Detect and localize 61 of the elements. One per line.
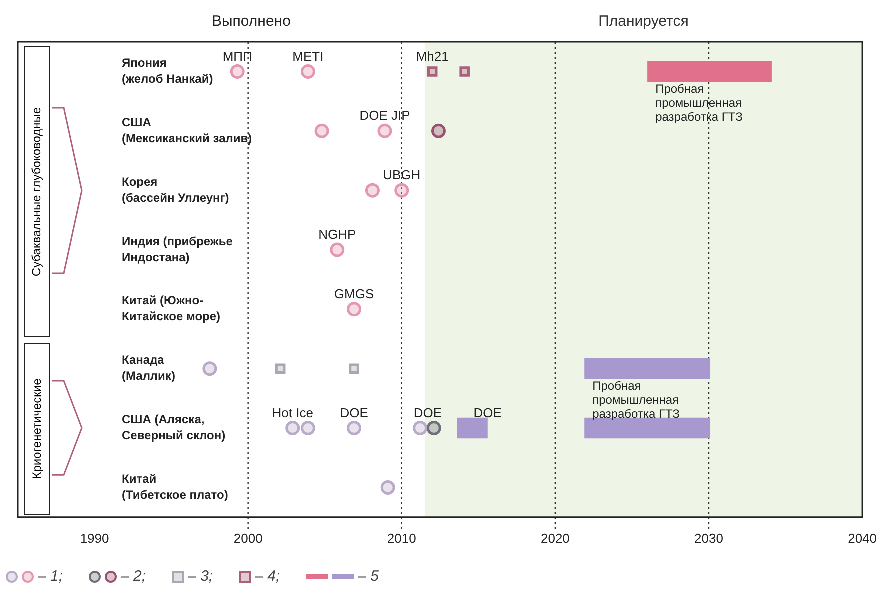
point [314,124,330,138]
point [394,183,410,198]
point [380,480,396,495]
x-tick-label: 2040 [848,530,877,546]
point [427,66,438,77]
legend-label: – 3; [188,568,214,585]
annotation: DOE [414,405,442,420]
annotation: UBGH [383,168,421,183]
x-tick-label: 2020 [540,530,570,546]
y-tick-label: Канада (Маллик) [122,353,176,384]
point [431,124,446,138]
annotation: Субаквальные глубоководные [30,106,44,276]
group-label-box: Субаквальные глубоководные [24,46,50,338]
y-tick-label: Индия (прибрежье Индостана) [122,234,234,264]
x-tick-label: 2000 [234,530,263,546]
point [349,364,360,374]
annotation: МПП [222,48,252,64]
y-tick-label: Корея (бассейн Уллеунг) [122,174,230,205]
annotation: METI [292,48,324,64]
point [275,364,286,374]
legend-label: – 2; [121,568,146,585]
annotation: Пробная промышленная разработка ГТЗ [592,379,680,422]
x-tick-label: 2030 [694,530,724,546]
annotation: DOE [474,405,502,420]
annotation: GMGS [334,286,374,302]
group-label-box: Криогенетические [24,343,50,516]
band-label: Планируется [598,13,689,30]
point [347,421,362,436]
text: Выполнено [212,13,291,30]
annotation: DOE JIP [360,108,410,124]
y-tick-label: США (Аляска, Северный склон) [122,412,226,443]
point [460,66,470,77]
legend-label: – 4; [255,568,280,585]
annotation: Hot Ice [272,405,314,420]
point [230,64,245,79]
point [286,421,300,436]
point [426,421,442,436]
point [413,421,428,436]
annotation: Пробная промышленная разработка ГТЗ [656,82,743,124]
bar [584,358,711,380]
bar [457,418,488,439]
y-tick-label: Китай (Южно- Китайское море) [122,294,221,324]
point [330,242,345,258]
y-tick-label: Китай (Тибетское плато) [122,472,228,502]
x-tick-label: 1990 [80,530,110,546]
point [300,64,316,79]
point [202,362,218,376]
point [347,302,362,317]
point [365,183,380,198]
bar [648,61,772,82]
annotation: NGHP [318,227,356,242]
x-tick-label: 2010 [387,530,416,546]
legend-label: – 5 [358,568,379,585]
annotation: Криогенетические [30,379,44,480]
annotation: DOE [340,405,369,420]
y-tick-label: США (Мексиканский залив) [122,115,252,146]
point [300,421,316,436]
point [378,124,392,138]
annotation: Mh21 [416,48,449,64]
legend-label: – 1; [38,568,64,585]
y-tick-label: Япония (желоб Нанкай) [122,56,214,86]
